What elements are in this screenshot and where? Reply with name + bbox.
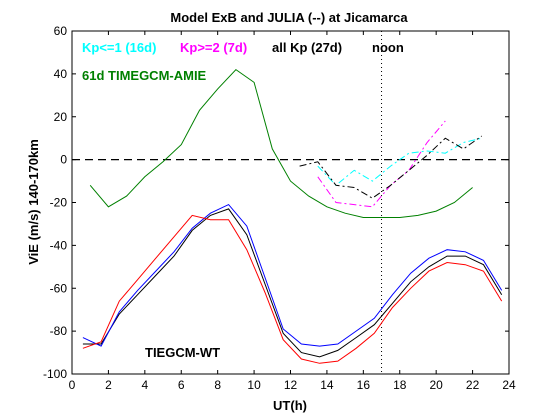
annotation-2: Kp>=2 (7d) — [180, 40, 247, 55]
x-tick-label: 18 — [393, 378, 407, 392]
axis-ticks: 0 2 4 6 8 10 12 14 16 18 20 22 24-100-80-60-40-20020… — [43, 24, 516, 392]
y-tick-label: -100 — [43, 367, 67, 381]
y-tick-label: -40 — [50, 238, 68, 252]
y-tick-label: 0 — [60, 153, 67, 167]
y-tick-label: 40 — [54, 67, 68, 81]
series-line-6 — [82, 203, 503, 347]
y-tick-label: 20 — [54, 110, 68, 124]
x-tick-label: 16 — [357, 378, 371, 392]
x-tick-label: 22 — [466, 378, 480, 392]
x-axis-label: UT(h) — [273, 398, 307, 413]
noon-label: noon — [372, 40, 404, 55]
x-tick-label: 24 — [502, 378, 516, 392]
annotation-1: Kp<=1 (16d) — [82, 40, 156, 55]
x-tick-label: 2 — [105, 378, 112, 392]
y-tick-label: 60 — [54, 24, 68, 38]
annotation-4: 61d TIMEGCM-AMIE — [82, 68, 207, 83]
series-line-2 — [317, 137, 482, 186]
series-line-5 — [82, 208, 503, 358]
y-tick-label: -60 — [50, 281, 68, 295]
plot-area — [72, 31, 509, 374]
y-axis-label: ViE (m/s) 140-170km — [26, 139, 41, 265]
series-line-7 — [82, 214, 503, 364]
x-tick-label: 14 — [320, 378, 334, 392]
y-tick-label: -20 — [50, 196, 68, 210]
annotations: Kp<=1 (16d) Kp>=2 (7d) all Kp (27d) 61d TIM… — [82, 40, 404, 360]
x-tick-label: 8 — [214, 378, 221, 392]
annotation-5: TIEGCM-WT — [145, 345, 220, 360]
x-tick-label: 6 — [178, 378, 185, 392]
y-tick-label: -80 — [50, 324, 68, 338]
series-line-3 — [317, 120, 446, 208]
chart-title: Model ExB and JULIA (--) at Jicamarca — [170, 10, 408, 25]
x-tick-label: 20 — [429, 378, 443, 392]
x-tick-label: 10 — [247, 378, 261, 392]
x-tick-label: 4 — [141, 378, 148, 392]
x-tick-label: 12 — [284, 378, 298, 392]
annotation-3: all Kp (27d) — [272, 40, 342, 55]
x-tick-label: 0 — [69, 378, 76, 392]
series-line-4 — [299, 135, 482, 199]
series-line-1 — [89, 68, 473, 218]
